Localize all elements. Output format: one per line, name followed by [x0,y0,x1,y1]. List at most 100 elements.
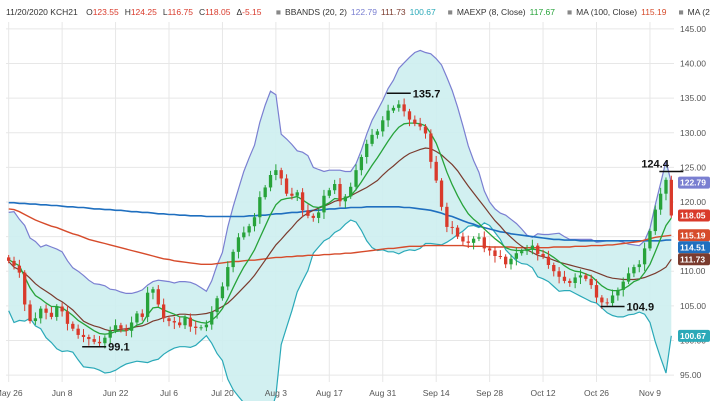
candle-down[interactable] [669,175,673,218]
candle-down[interactable] [60,302,64,317]
candle-up[interactable] [39,306,43,324]
candle-up[interactable] [349,182,353,199]
candle-down[interactable] [423,124,428,139]
candle-down[interactable] [194,320,198,335]
candle-up[interactable] [648,228,652,251]
candle-up[interactable] [343,194,348,208]
candle-up[interactable] [183,315,187,330]
candle-down[interactable] [562,270,567,284]
candle-up[interactable] [573,273,577,289]
candle-up[interactable] [386,104,390,127]
candle-up[interactable] [525,244,529,255]
candle-down[interactable] [466,235,470,249]
candle-down[interactable] [124,324,128,336]
candle-up[interactable] [616,287,620,301]
candle-up[interactable] [391,105,396,114]
candle-down[interactable] [119,322,123,333]
candle-up[interactable] [509,254,513,270]
candle-down[interactable] [178,316,182,328]
candle-down[interactable] [87,334,91,346]
candle-up[interactable] [295,189,299,201]
candle-up[interactable] [108,326,112,345]
candle-up[interactable] [231,249,235,273]
candle-down[interactable] [17,259,22,278]
candle-up[interactable] [658,187,663,215]
candle-up[interactable] [33,312,38,325]
candle-down[interactable] [504,254,508,269]
candle-down[interactable] [97,335,102,348]
candle-down[interactable] [161,298,166,323]
candle-up[interactable] [626,267,631,285]
candle-down[interactable] [12,256,16,270]
candle-up[interactable] [664,177,668,201]
candle-down[interactable] [455,225,460,240]
candle-down[interactable] [541,249,545,260]
candle-down[interactable] [594,279,599,303]
candle-up[interactable] [215,295,219,319]
candle-up[interactable] [220,282,225,301]
candle-down[interactable] [450,221,454,235]
candle-down[interactable] [71,321,75,332]
candle-up[interactable] [610,289,615,307]
candle-up[interactable] [471,236,476,250]
candle-down[interactable] [300,188,305,217]
candle-down[interactable] [605,298,609,306]
candle-down[interactable] [311,213,315,222]
candle-down[interactable] [482,231,486,253]
candle-down[interactable] [92,334,96,345]
candle-up[interactable] [322,189,326,219]
candle-down[interactable] [65,305,70,331]
candle-up[interactable] [359,154,364,176]
candle-down[interactable] [429,129,433,169]
candle-down[interactable] [81,329,86,343]
candle-down[interactable] [188,313,193,332]
candle-down[interactable] [461,232,465,246]
candle-up[interactable] [327,187,331,199]
candle-down[interactable] [279,167,283,186]
candle-up[interactable] [370,128,374,147]
candle-down[interactable] [172,316,176,330]
candle-up[interactable] [653,205,657,235]
candle-up[interactable] [621,277,625,297]
candle-down[interactable] [167,315,171,327]
candle-up[interactable] [397,100,401,112]
candle-down[interactable] [7,254,11,264]
candle-up[interactable] [578,269,583,285]
candle-up[interactable] [263,185,267,200]
candle-up[interactable] [332,179,337,195]
candle-down[interactable] [487,245,492,256]
candle-up[interactable] [151,286,155,300]
candle-up[interactable] [129,316,134,338]
candle-down[interactable] [76,324,80,339]
candle-up[interactable] [274,164,278,181]
candle-up[interactable] [252,213,257,232]
candle-up[interactable] [477,233,481,242]
candle-down[interactable] [306,204,310,219]
candle-up[interactable] [520,248,524,256]
candle-down[interactable] [140,309,144,321]
candle-down[interactable] [290,187,294,200]
candle-down[interactable] [552,262,556,277]
candle-down[interactable] [546,250,551,269]
candle-up[interactable] [530,239,535,255]
candle-down[interactable] [23,270,27,312]
candle-down[interactable] [418,117,422,131]
candle-down[interactable] [338,178,342,207]
candle-down[interactable] [439,178,444,211]
candle-down[interactable] [589,274,593,289]
candle-down[interactable] [498,250,502,260]
candle-up[interactable] [204,320,209,332]
candle-up[interactable] [354,164,358,191]
candlestick-series[interactable] [7,98,673,349]
candle-up[interactable] [135,311,139,325]
candle-up[interactable] [642,242,647,271]
candle-up[interactable] [268,170,273,192]
candle-up[interactable] [210,306,214,330]
candle-down[interactable] [557,267,561,284]
candle-up[interactable] [381,116,385,137]
candle-down[interactable] [584,272,588,282]
candle-down[interactable] [156,285,160,307]
candle-down[interactable] [44,304,48,320]
candle-up[interactable] [375,128,380,139]
